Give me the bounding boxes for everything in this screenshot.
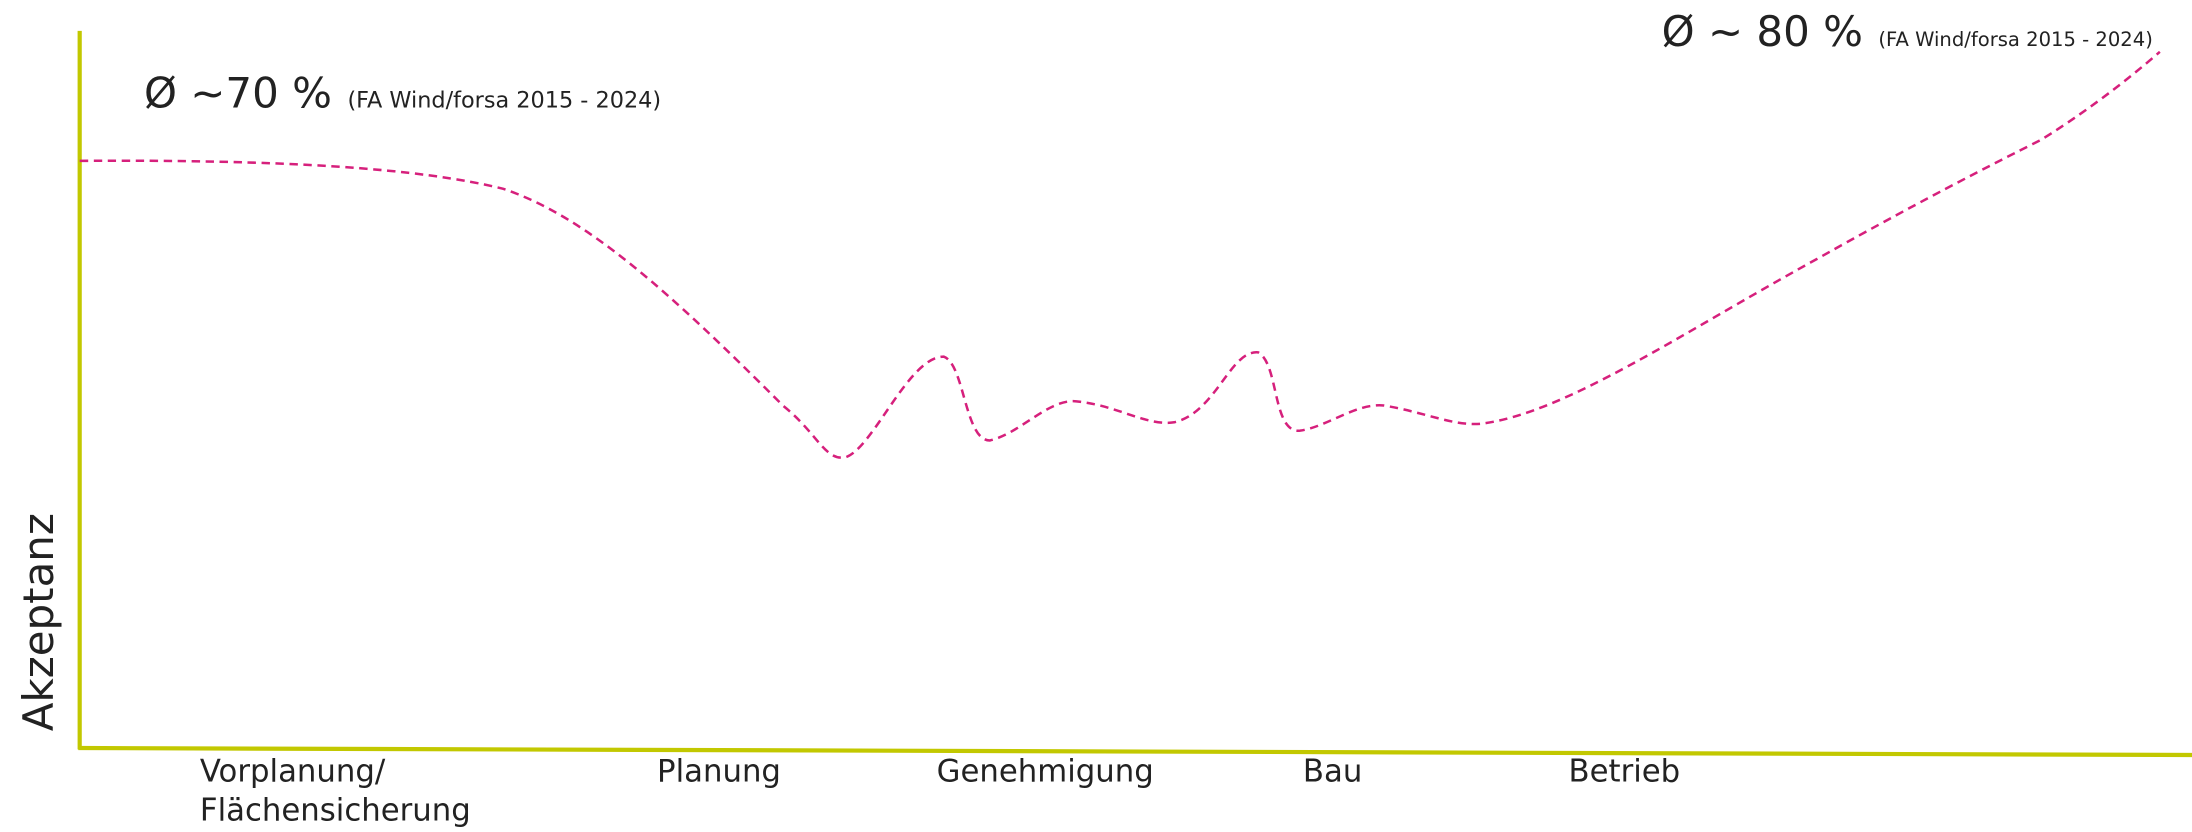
source: (FA Wind/forsa 2015 - 2024) (1878, 28, 2152, 51)
y-axis-label: Akzeptanz (14, 513, 63, 731)
x-axis (78, 745, 2192, 758)
average: Ø ~ 80 % (1662, 7, 1863, 56)
annotation-left: Ø ~70 % (FA Wind/forsa 2015 - 2024) (144, 69, 661, 118)
phase-label: Planung (657, 754, 781, 790)
phase-label: Genehmigung (937, 754, 1154, 790)
phase-labels: Vorplanung/Flächensicherung Planung Genehm… (200, 754, 1680, 829)
phase-label: Betrieb (1569, 754, 1681, 790)
acceptance-curve (79, 50, 2161, 459)
average: Ø ~70 % (144, 69, 332, 118)
phase-label: Bau (1303, 754, 1362, 790)
annotation-right: Ø ~ 80 % (FA Wind/forsa 2015 - 2024) (1662, 7, 2153, 56)
source: (FA Wind/forsa 2015 - 2024) (347, 88, 661, 114)
phase-label: Vorplanung/ (200, 754, 386, 790)
phase-label: Flächensicherung (200, 793, 471, 829)
